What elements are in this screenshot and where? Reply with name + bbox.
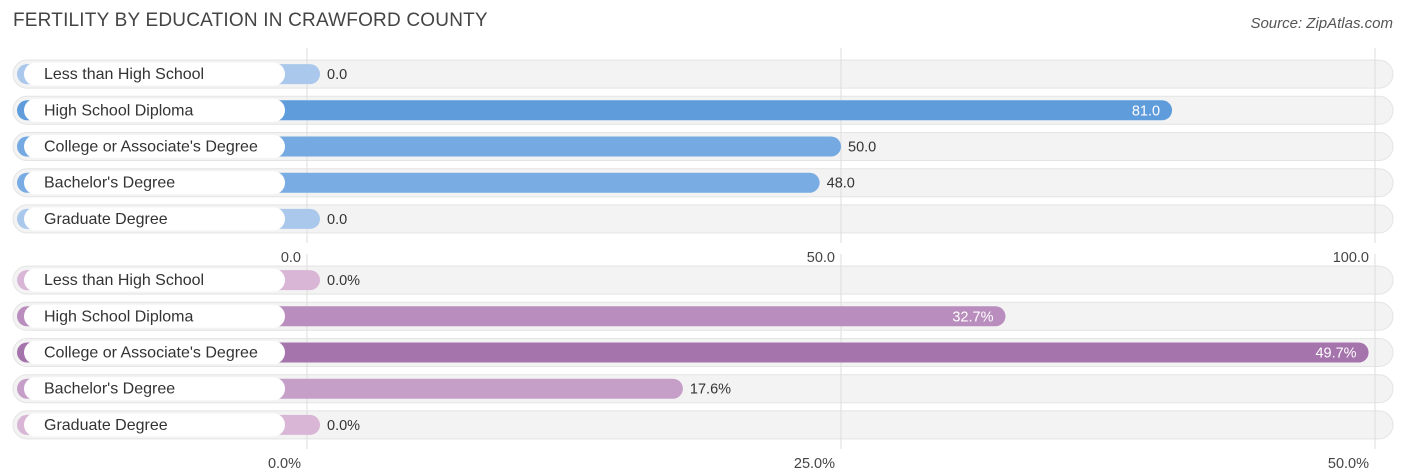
category-label: High School Diploma <box>44 308 194 325</box>
category-label: College or Associate's Degree <box>44 345 258 362</box>
value-label: 32.7% <box>952 309 993 325</box>
value-label: 0.0% <box>327 273 360 289</box>
tick-label: 50.0 <box>807 250 835 266</box>
category-pill <box>24 268 285 292</box>
category-label: Graduate Degree <box>44 211 168 228</box>
category-label: Graduate Degree <box>44 417 168 434</box>
chart-panel-1: Less than High School 0.0 High School Dipl… <box>12 48 1394 266</box>
category-label: Less than High School <box>44 66 204 83</box>
category-pill <box>24 341 285 364</box>
chart-panel-2: Less than High School 0.0% High School Dip… <box>12 254 1394 472</box>
bar <box>17 342 1369 363</box>
chart-title: FERTILITY BY EDUCATION IN CRAWFORD COUNT… <box>13 10 488 31</box>
value-label: 0.0 <box>327 67 347 83</box>
category-label: Bachelor's Degree <box>44 175 175 192</box>
value-label: 48.0 <box>827 176 855 192</box>
tick-label: 0.0% <box>268 456 301 472</box>
value-label: 0.0% <box>327 418 360 434</box>
source-label: Source: ZipAtlas.com <box>1250 15 1393 32</box>
row-track <box>12 265 1394 295</box>
value-label: 17.6% <box>690 382 731 398</box>
category-pill <box>24 171 285 195</box>
tick-label: 0.0 <box>281 250 301 266</box>
category-pill <box>24 207 285 231</box>
row-track <box>12 410 1394 440</box>
category-pill <box>24 413 285 437</box>
category-pill <box>24 62 285 86</box>
value-label: 49.7% <box>1315 346 1356 362</box>
category-pill <box>24 98 285 122</box>
tick-label: 100.0 <box>1333 250 1369 266</box>
category-pill <box>24 135 285 158</box>
value-label: 50.0 <box>848 140 876 156</box>
value-label: 0.0 <box>327 212 347 228</box>
bar <box>17 100 1173 121</box>
category-label: Less than High School <box>44 272 204 289</box>
tick-label: 50.0% <box>1328 456 1369 472</box>
row-track <box>12 204 1394 234</box>
category-label: High School Diploma <box>44 102 194 119</box>
tick-label: 25.0% <box>794 456 835 472</box>
value-label: 81.0 <box>1132 103 1160 119</box>
category-pill <box>24 377 285 401</box>
category-pill <box>24 304 285 328</box>
category-label: College or Associate's Degree <box>44 139 258 156</box>
category-label: Bachelor's Degree <box>44 381 175 398</box>
row-track <box>12 59 1394 89</box>
